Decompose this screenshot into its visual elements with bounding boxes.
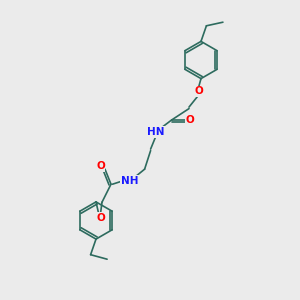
Text: O: O [194,86,203,96]
Text: O: O [96,213,105,223]
Text: O: O [186,115,195,125]
Text: NH: NH [121,176,138,186]
Text: O: O [96,161,105,171]
Text: HN: HN [147,127,165,137]
